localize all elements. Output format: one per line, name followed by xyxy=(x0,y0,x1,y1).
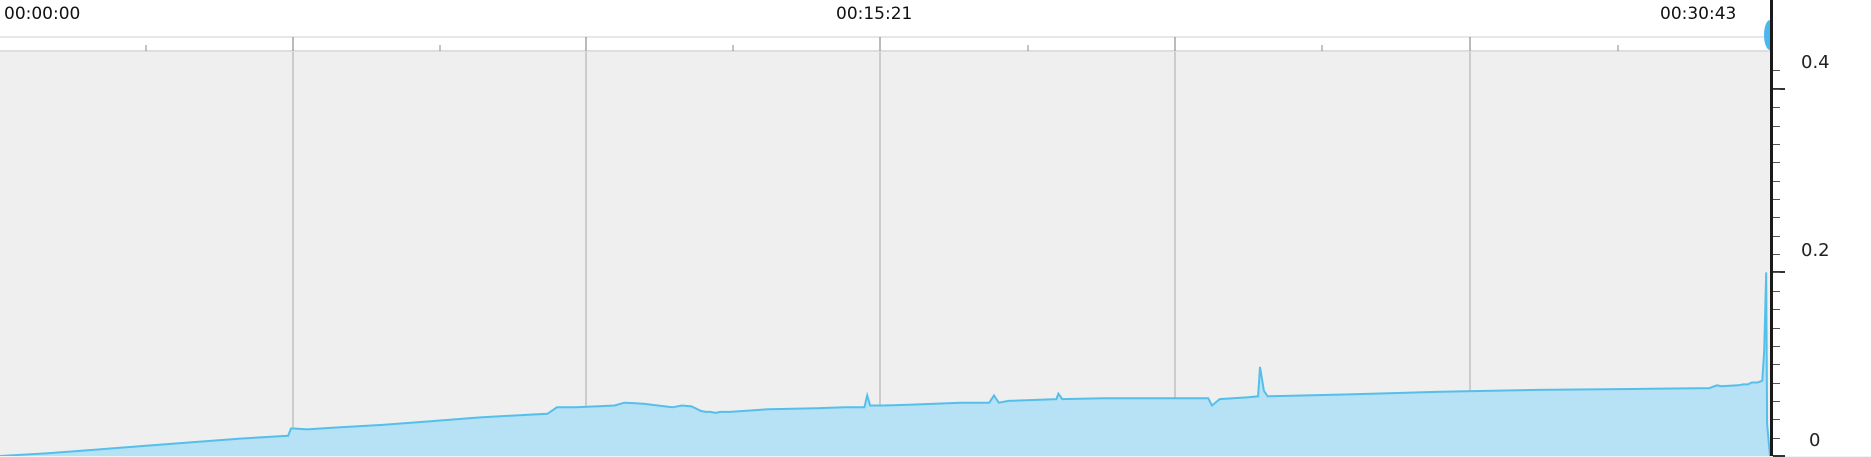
y-tick-minor xyxy=(1773,125,1780,127)
y-tick-label-0-4: 0.4 xyxy=(1801,52,1830,73)
y-tick-minor xyxy=(1773,272,1780,274)
y-tick-minor xyxy=(1773,254,1780,255)
y-tick-label-0: 0 xyxy=(1809,430,1821,451)
y-tick-minor xyxy=(1773,364,1780,366)
time-label-start: 00:00:00 xyxy=(4,4,81,24)
y-tick-minor xyxy=(1773,217,1780,219)
y-tick-minor xyxy=(1773,235,1780,237)
y-tick-label-0-2: 0.2 xyxy=(1801,240,1830,261)
y-tick-minor xyxy=(1773,70,1780,72)
y-tick-minor xyxy=(1773,143,1780,145)
series-area-fill xyxy=(0,272,1770,456)
y-tick-minor xyxy=(1773,309,1780,311)
y-tick-minor xyxy=(1773,419,1780,421)
plot-background xyxy=(0,52,1770,456)
y-tick-minor xyxy=(1773,198,1780,200)
y-tick-minor xyxy=(1773,327,1780,329)
y-tick-minor xyxy=(1773,107,1780,109)
y-tick-minor xyxy=(1773,88,1780,90)
y-tick-minor xyxy=(1773,180,1780,182)
y-tick-major-1 xyxy=(1773,271,1785,274)
y-tick-minor xyxy=(1773,437,1780,439)
timeline-panel[interactable]: 00:00:00 00:15:21 00:30:43 xyxy=(0,0,1776,456)
y-tick-minor xyxy=(1773,345,1780,347)
time-ruler[interactable]: 00:00:00 00:15:21 00:30:43 xyxy=(0,0,1770,52)
time-label-end: 00:30:43 xyxy=(1660,4,1737,24)
series-line xyxy=(0,272,1770,456)
y-tick-minor xyxy=(1773,290,1780,292)
y-tick-minor xyxy=(1773,400,1780,402)
y-tick-minor xyxy=(1773,162,1780,164)
time-label-mid: 00:15:21 xyxy=(836,4,913,24)
y-axis: 0.4 0.2 0 xyxy=(1770,0,1871,457)
y-tick-minor xyxy=(1773,382,1780,384)
area-chart-plot xyxy=(0,36,1770,456)
